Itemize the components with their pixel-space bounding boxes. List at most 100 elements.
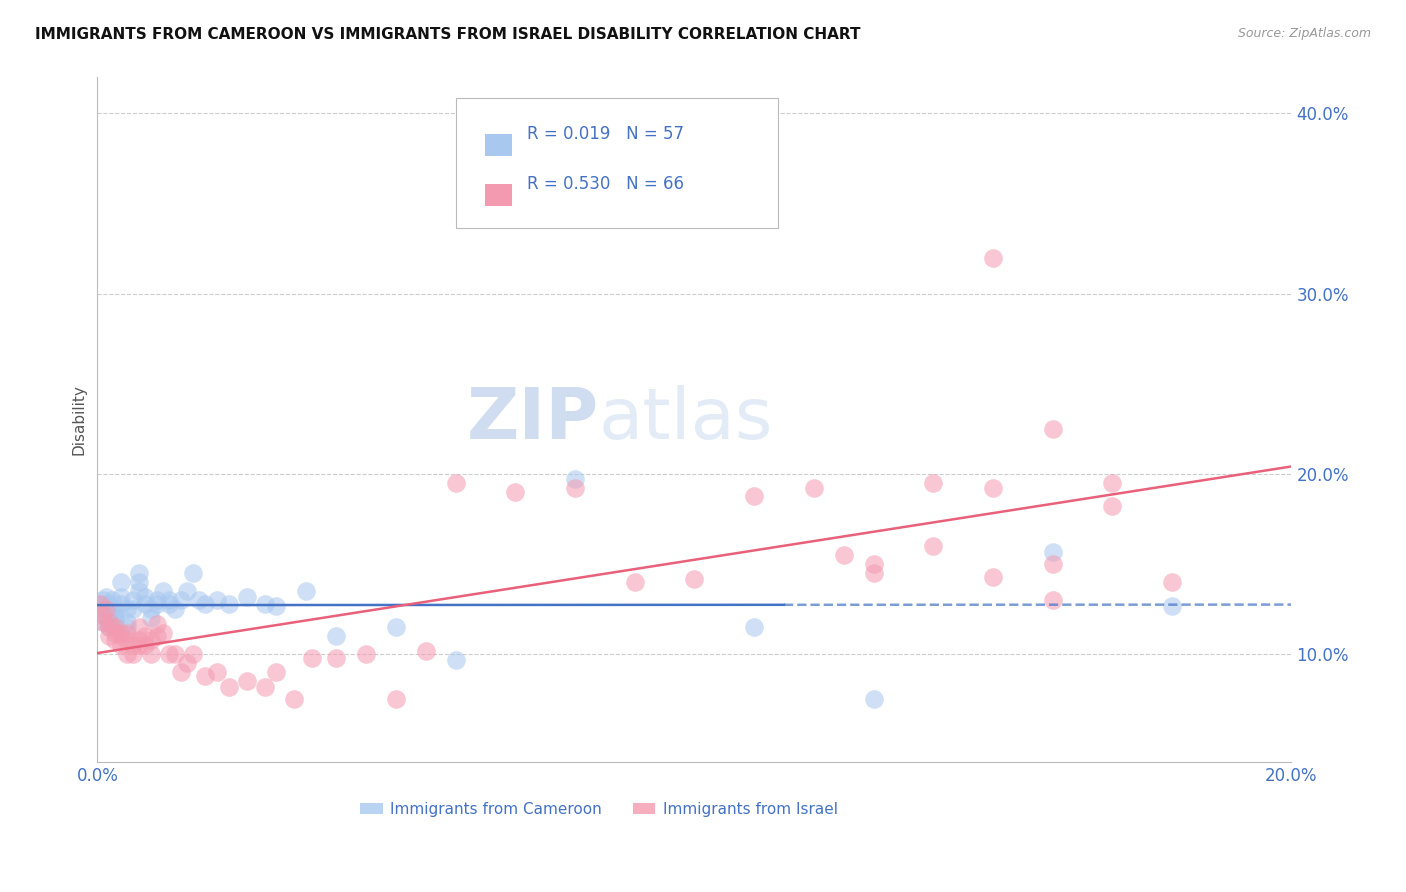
Point [205, 665, 228, 680]
Point [181, 566, 204, 581]
Point [98, 602, 121, 616]
Point [104, 611, 127, 625]
Point [96, 599, 118, 613]
Point [325, 651, 347, 665]
Point [253, 597, 276, 611]
Point [115, 602, 138, 616]
FancyBboxPatch shape [485, 134, 512, 156]
Point [146, 597, 169, 611]
Point [110, 629, 132, 643]
Point [385, 692, 408, 706]
Point [115, 625, 138, 640]
Point [194, 669, 217, 683]
Point [104, 607, 127, 622]
Point [98, 597, 121, 611]
Point [134, 590, 156, 604]
Point [128, 638, 150, 652]
Point [115, 647, 138, 661]
Point [181, 647, 204, 661]
Point [862, 566, 884, 581]
Point [235, 674, 257, 689]
Point [301, 651, 323, 665]
Point [110, 575, 132, 590]
Point [98, 620, 121, 634]
Point [444, 476, 467, 491]
Point [104, 632, 127, 647]
Point [104, 615, 127, 629]
Point [205, 593, 228, 607]
Point [981, 251, 1004, 265]
Point [742, 489, 765, 503]
Text: ZIP: ZIP [467, 385, 599, 454]
Point [104, 625, 127, 640]
Point [91, 602, 114, 616]
Point [194, 597, 217, 611]
Point [295, 584, 318, 599]
Point [1042, 557, 1064, 571]
Point [91, 615, 114, 629]
Point [146, 593, 169, 607]
Point [110, 638, 132, 652]
Point [122, 602, 145, 616]
Point [564, 472, 586, 486]
Point [832, 548, 855, 562]
Point [266, 599, 288, 613]
Point [122, 593, 145, 607]
Point [1161, 575, 1184, 590]
Point [89, 597, 111, 611]
Point [89, 597, 111, 611]
Point [134, 638, 156, 652]
Point [157, 597, 180, 611]
Point [104, 620, 127, 634]
Point [128, 575, 150, 590]
Point [122, 638, 145, 652]
Point [444, 653, 467, 667]
Point [139, 632, 162, 647]
Point [1161, 599, 1184, 613]
Point [742, 620, 765, 634]
Point [218, 597, 240, 611]
Point [253, 680, 276, 694]
Point [235, 590, 257, 604]
Point [283, 692, 305, 706]
Text: R = 0.530   N = 66: R = 0.530 N = 66 [527, 175, 685, 193]
Point [98, 615, 121, 629]
Point [91, 607, 114, 622]
Point [623, 575, 645, 590]
Point [96, 602, 118, 616]
Point [101, 593, 124, 607]
Point [170, 665, 193, 680]
Point [187, 593, 209, 607]
Point [266, 665, 288, 680]
Point [1101, 476, 1123, 491]
Point [803, 482, 825, 496]
Point [91, 593, 114, 607]
FancyBboxPatch shape [485, 184, 512, 206]
Point [922, 539, 945, 553]
Point [91, 615, 114, 629]
Point [104, 602, 127, 616]
Legend: Immigrants from Cameroon, Immigrants from Israel: Immigrants from Cameroon, Immigrants fro… [353, 796, 844, 823]
Point [115, 615, 138, 629]
Point [98, 620, 121, 634]
Point [981, 482, 1004, 496]
Point [564, 482, 586, 496]
Point [139, 602, 162, 616]
Point [981, 570, 1004, 584]
Point [91, 607, 114, 622]
Point [110, 625, 132, 640]
Point [115, 632, 138, 647]
Point [325, 629, 347, 643]
Point [98, 616, 121, 631]
Point [163, 602, 186, 616]
Text: IMMIGRANTS FROM CAMEROON VS IMMIGRANTS FROM ISRAEL DISABILITY CORRELATION CHART: IMMIGRANTS FROM CAMEROON VS IMMIGRANTS F… [35, 27, 860, 42]
Point [683, 572, 706, 586]
Point [128, 620, 150, 634]
FancyBboxPatch shape [456, 98, 778, 228]
Text: Source: ZipAtlas.com: Source: ZipAtlas.com [1237, 27, 1371, 40]
Point [1042, 544, 1064, 558]
Point [128, 566, 150, 581]
Point [115, 620, 138, 634]
Text: R = 0.019   N = 57: R = 0.019 N = 57 [527, 125, 685, 143]
Point [862, 692, 884, 706]
